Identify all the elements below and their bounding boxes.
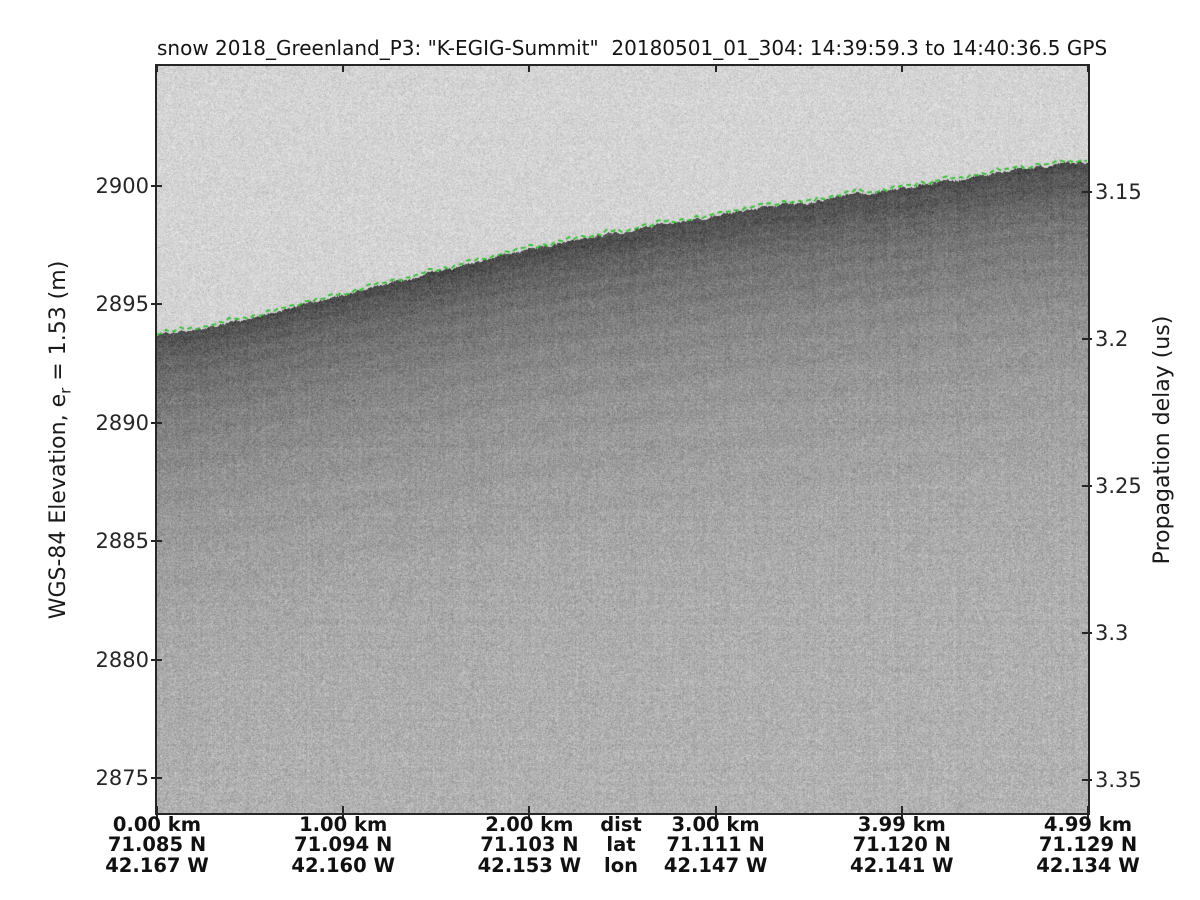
longitude-tick-label: 42.141 W — [850, 854, 954, 877]
latitude-tick-label: 71.094 N — [294, 833, 393, 856]
latitude-tick-label: 71.103 N — [480, 833, 579, 856]
distance-tick-label: 1.00 km — [299, 813, 388, 836]
elevation-tick-label: 2890 — [95, 410, 149, 435]
echogram-image — [157, 66, 1088, 813]
elevation-tick-label: 2880 — [95, 647, 149, 672]
latitude-tick-label: 71.129 N — [1038, 833, 1138, 856]
elevation-axis-label-text: WGS-84 Elevation, e — [46, 393, 71, 620]
axis-tick — [151, 777, 162, 779]
axis-tick — [714, 806, 717, 819]
axis-row-header: lon — [604, 854, 638, 877]
longitude-tick-label: 42.160 W — [291, 854, 395, 877]
elevation-axis-label: WGS-84 Elevation, er = 1.53 (m) — [46, 160, 74, 720]
elevation-tick-label: 2875 — [95, 766, 149, 790]
longitude-tick-label: 42.153 W — [477, 854, 582, 877]
latitude-tick-label: 71.111 N — [666, 833, 765, 856]
distance-tick-label: 0.00 km — [112, 813, 202, 836]
axis-tick — [900, 806, 903, 819]
axis-tick — [714, 66, 717, 72]
axis-tick — [528, 806, 531, 819]
distance-tick-label: 3.00 km — [671, 813, 760, 836]
axis-row-header: dist — [600, 813, 642, 836]
distance-tick-label: 3.99 km — [857, 813, 946, 836]
axis-tick — [342, 66, 345, 72]
axis-tick — [151, 303, 162, 306]
delay-tick-label: 3.2 — [1095, 327, 1129, 351]
delay-tick-label: 3.3 — [1095, 621, 1129, 645]
latitude-tick-label: 71.120 N — [852, 833, 951, 856]
axis-tick — [1082, 191, 1092, 193]
delay-tick-label: 3.35 — [1095, 768, 1142, 792]
axis-tick — [1082, 632, 1092, 634]
elevation-tick-label: 2900 — [95, 174, 149, 198]
latitude-tick-label: 71.085 N — [107, 833, 207, 856]
axis-tick — [156, 66, 158, 72]
axis-tick — [1087, 66, 1089, 72]
axis-tick — [528, 66, 531, 72]
longitude-tick-label: 42.147 W — [663, 854, 768, 877]
distance-tick-label: 4.99 km — [1043, 813, 1133, 836]
axis-tick — [156, 806, 158, 819]
axis-tick — [151, 421, 162, 424]
axis-tick — [900, 66, 903, 72]
axis-tick — [342, 806, 345, 819]
axis-tick — [1087, 806, 1089, 819]
axis-tick — [151, 185, 162, 187]
longitude-tick-label: 42.167 W — [105, 854, 209, 877]
axis-tick — [1082, 338, 1092, 340]
elevation-axis-label-subscript: r — [56, 387, 75, 394]
axis-tick — [151, 540, 162, 543]
axis-tick — [1082, 485, 1092, 487]
axis-row-header: lat — [606, 833, 636, 856]
distance-tick-label: 2.00 km — [485, 813, 574, 836]
elevation-tick-label: 2895 — [95, 292, 149, 317]
delay-tick-label: 3.25 — [1095, 474, 1142, 498]
axis-tick — [151, 658, 162, 661]
elevation-axis-label-units: = 1.53 (m) — [46, 260, 71, 388]
axis-tick — [1082, 779, 1092, 781]
longitude-tick-label: 42.134 W — [1036, 854, 1140, 877]
elevation-tick-label: 2885 — [95, 529, 149, 554]
figure-title: snow 2018_Greenland_P3: "K-EGIG-Summit" … — [157, 36, 1108, 60]
delay-tick-label: 3.15 — [1095, 180, 1142, 204]
delay-axis-label: Propagation delay (us) — [1150, 315, 1175, 565]
